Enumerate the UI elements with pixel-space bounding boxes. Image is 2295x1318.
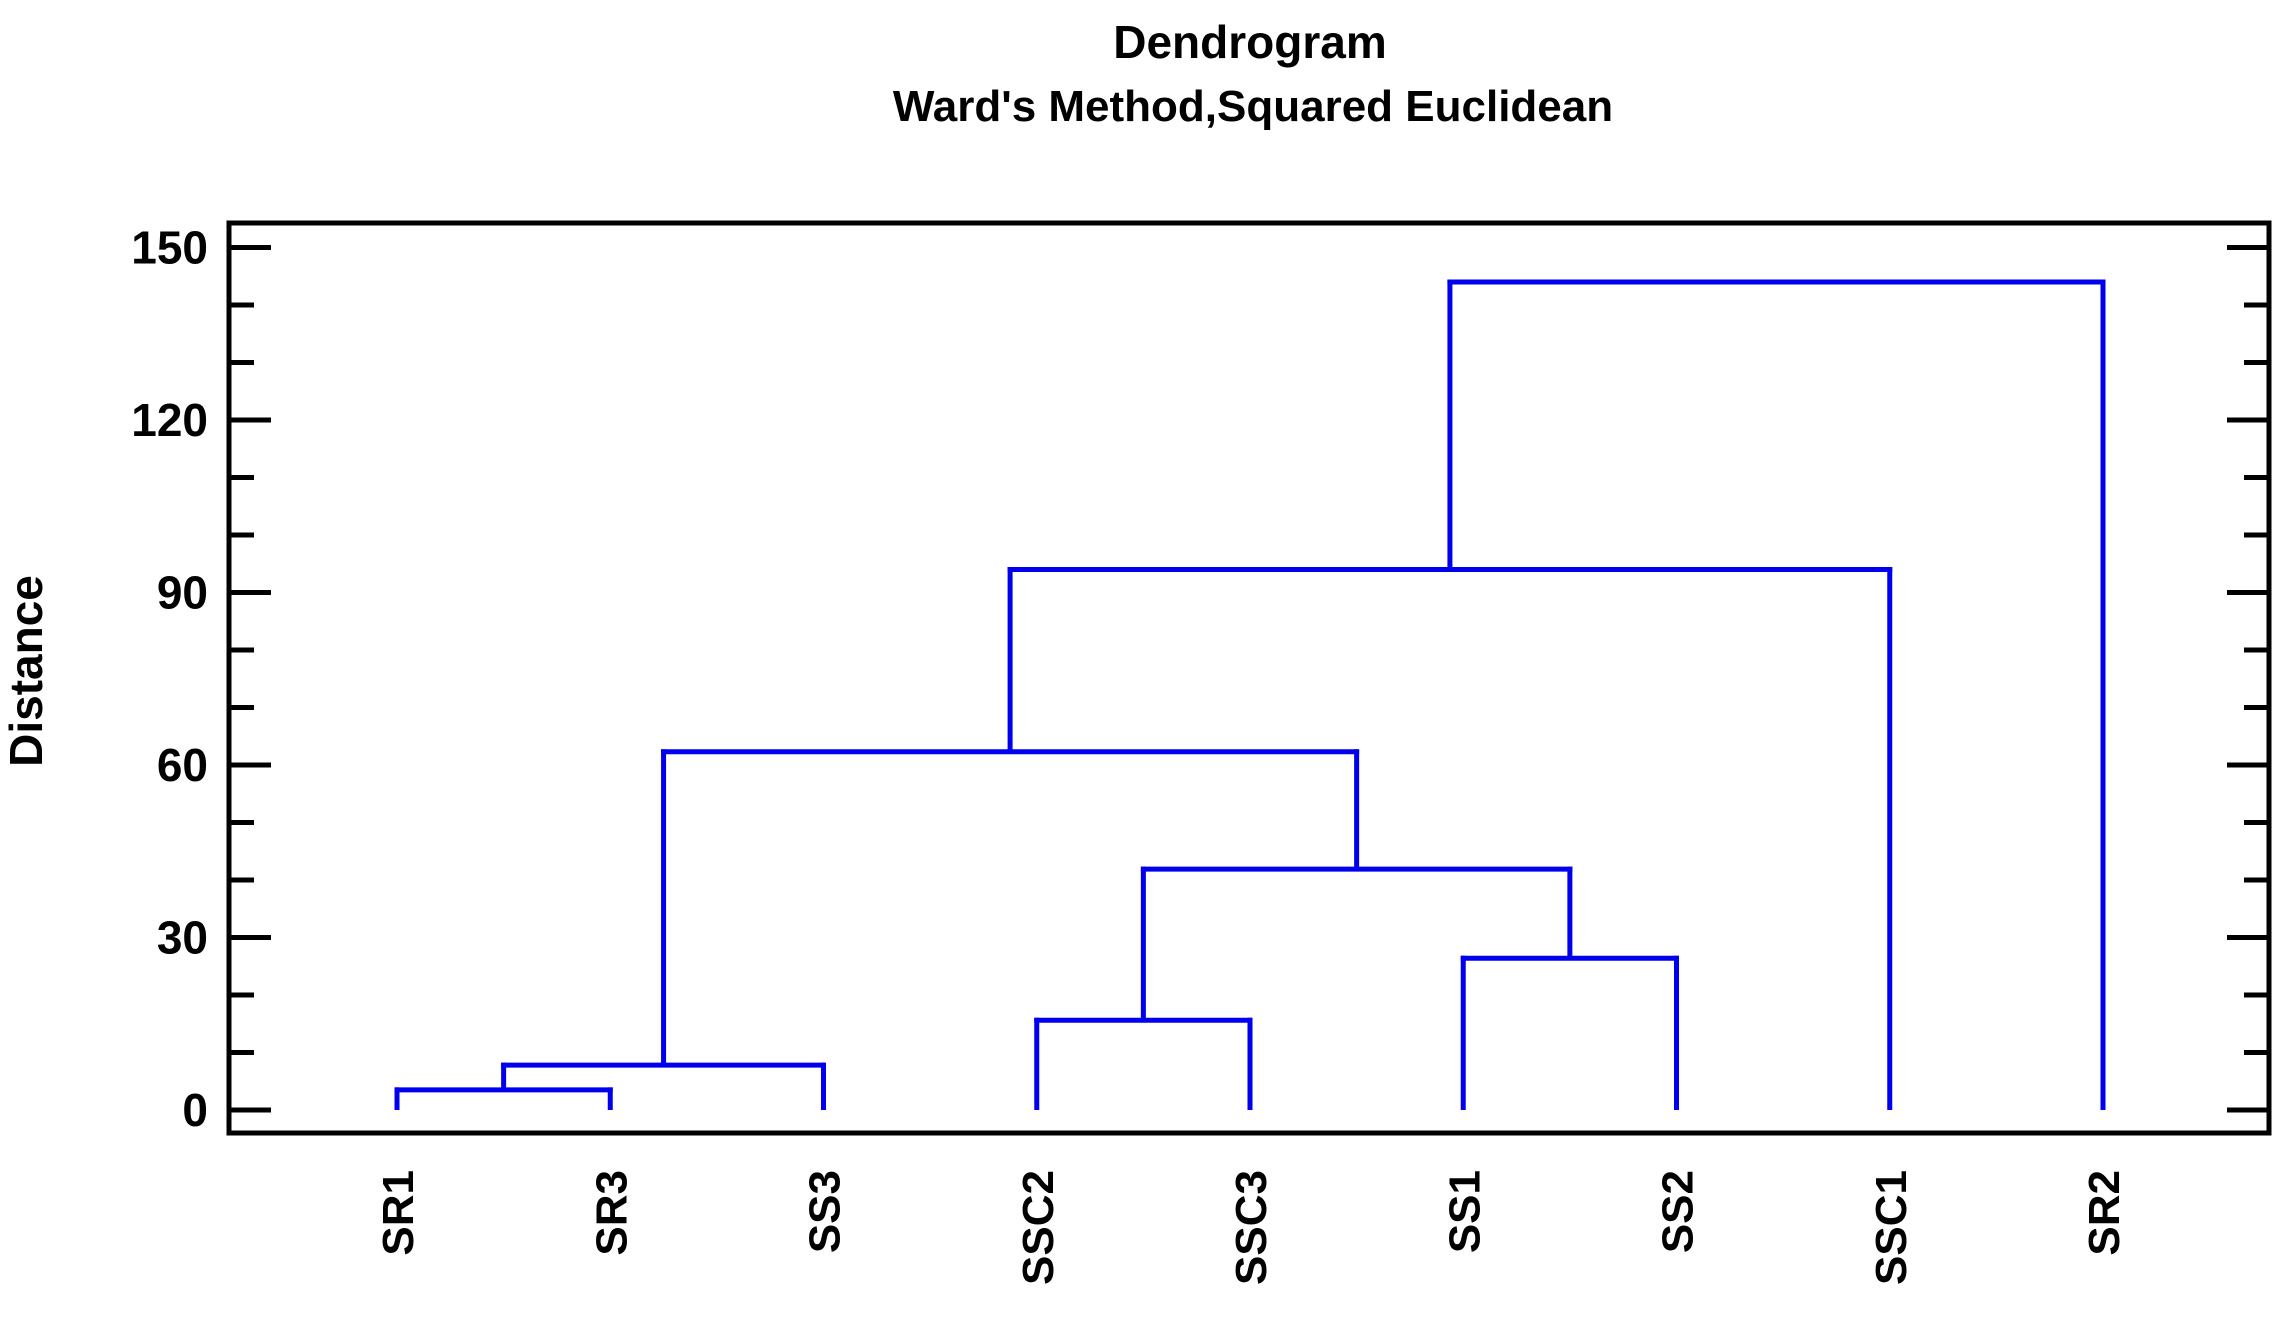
y-tick-label: 150 <box>131 222 208 274</box>
leaf-label-ssc1: SSC1 <box>1867 1170 1916 1285</box>
y-tick-label: 90 <box>157 567 208 619</box>
y-tick-label: 60 <box>157 739 208 791</box>
y-tick-label: 30 <box>157 912 208 964</box>
y-tick-labels: 0 30 60 90 120 150 <box>131 222 208 1137</box>
leaf-label-sr1: SR1 <box>374 1170 423 1256</box>
y-tick-label: 120 <box>131 394 208 446</box>
chart-title: Dendrogram <box>1113 16 1386 68</box>
leaf-label-ss3: SS3 <box>801 1170 850 1253</box>
leaf-label-ss1: SS1 <box>1440 1170 1489 1253</box>
plot-frame <box>226 220 2272 1136</box>
y-tick-label: 0 <box>182 1084 208 1136</box>
dendrogram-tree <box>394 279 2106 1110</box>
leaf-label-ssc3: SSC3 <box>1227 1170 1276 1285</box>
leaf-label-ssc2: SSC2 <box>1014 1170 1063 1285</box>
leaf-label-sr3: SR3 <box>587 1170 636 1256</box>
y-axis-label: Distance <box>0 575 52 767</box>
leaf-label-sr2: SR2 <box>2080 1170 2129 1256</box>
x-leaf-labels: SR1 SR3 SS3 SSC2 SSC3 SS1 SS2 SSC1 SR2 <box>374 1170 2129 1285</box>
axis-ticks <box>229 245 2269 1113</box>
leaf-label-ss2: SS2 <box>1654 1170 1703 1253</box>
chart-subtitle: Ward's Method,Squared Euclidean <box>893 82 1613 131</box>
